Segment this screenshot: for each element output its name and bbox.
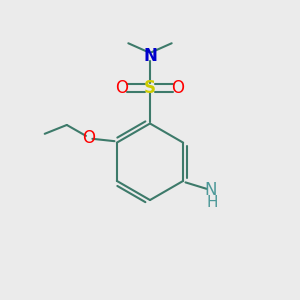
Text: O: O [82, 129, 95, 147]
Text: N: N [205, 181, 217, 199]
Text: S: S [144, 79, 156, 97]
Text: N: N [143, 47, 157, 65]
Text: H: H [207, 195, 218, 210]
Text: O: O [116, 79, 128, 97]
Text: O: O [172, 79, 184, 97]
